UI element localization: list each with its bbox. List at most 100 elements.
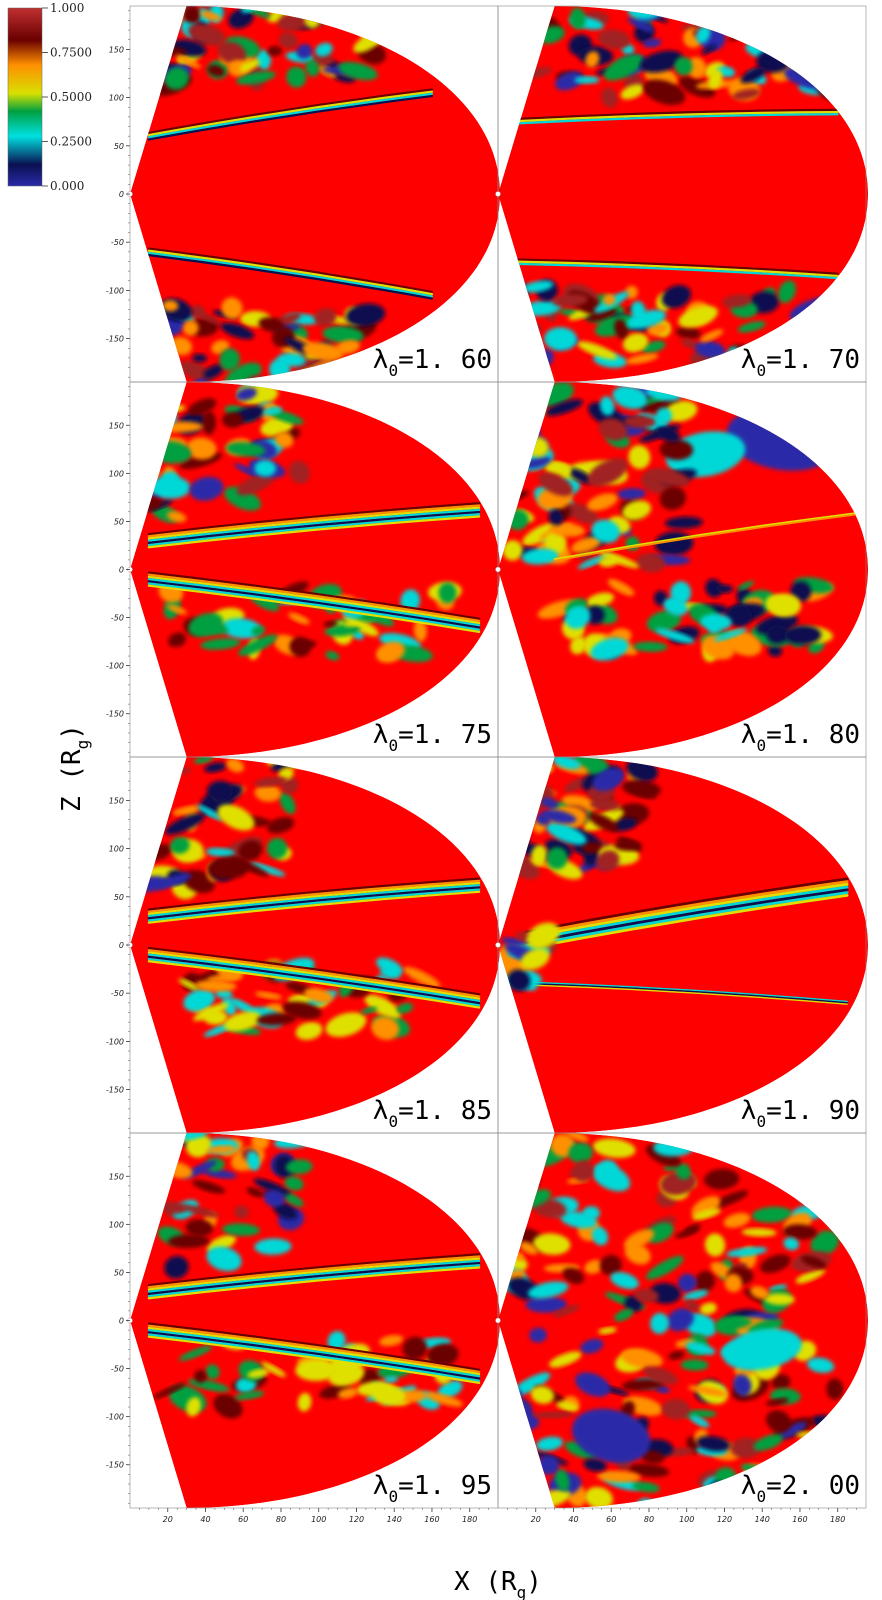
flow-feature bbox=[500, 408, 538, 433]
flow-feature bbox=[574, 76, 600, 84]
x-tick-label: 60 bbox=[606, 1515, 616, 1524]
flow-feature bbox=[279, 792, 296, 815]
flow-feature bbox=[800, 1255, 827, 1269]
flow-feature bbox=[636, 553, 666, 573]
flow-feature bbox=[661, 285, 691, 309]
flow-feature bbox=[164, 1255, 189, 1279]
flow-feature bbox=[707, 620, 721, 634]
shear-layer bbox=[147, 506, 481, 540]
shear-layer bbox=[147, 504, 481, 538]
flow-feature bbox=[599, 396, 615, 416]
shear-layer bbox=[147, 247, 434, 294]
shear-layer bbox=[147, 582, 481, 631]
x-tick-label: 140 bbox=[755, 1515, 770, 1524]
colorbar-tick-label: 0.5000 bbox=[50, 90, 92, 104]
flow-feature bbox=[663, 598, 688, 616]
flow-feature bbox=[626, 309, 666, 329]
flow-feature bbox=[622, 500, 651, 521]
flow-feature bbox=[263, 1190, 286, 1207]
panel-label: λ0=1. 60 bbox=[373, 345, 492, 380]
flow-feature bbox=[164, 813, 206, 835]
flow-feature bbox=[535, 813, 551, 826]
flow-feature bbox=[713, 628, 748, 642]
flow-feature bbox=[820, 1151, 842, 1175]
panel: λ0=1. 80 bbox=[495, 381, 868, 758]
flow-feature bbox=[512, 361, 540, 381]
flow-feature bbox=[522, 280, 554, 293]
flow-feature bbox=[338, 61, 378, 81]
flow-feature bbox=[721, 353, 738, 374]
flow-feature bbox=[718, 1317, 752, 1330]
flow-feature bbox=[529, 1327, 547, 1343]
colorbar-tick-label: 0.7500 bbox=[50, 46, 92, 60]
flow-feature bbox=[500, 340, 539, 364]
flow-feature bbox=[246, 1151, 261, 1171]
flow-feature bbox=[623, 415, 657, 429]
flow-feature bbox=[661, 1398, 691, 1420]
shear-layer bbox=[147, 1329, 481, 1378]
flow-feature bbox=[379, 1335, 404, 1347]
flow-feature bbox=[548, 509, 564, 526]
flow-feature bbox=[577, 341, 618, 360]
shear-layer bbox=[147, 879, 481, 913]
flow-feature bbox=[194, 980, 237, 992]
flow-feature bbox=[765, 1133, 793, 1148]
shear-layer bbox=[147, 249, 434, 296]
shear-layer bbox=[147, 502, 481, 536]
flow-feature bbox=[166, 511, 187, 523]
flow-feature bbox=[805, 52, 832, 71]
flow-feature bbox=[520, 948, 550, 970]
flow-feature bbox=[219, 348, 240, 371]
flow-feature bbox=[371, 1016, 400, 1040]
shear-layer bbox=[147, 1322, 481, 1371]
shear-layer bbox=[147, 571, 481, 620]
flow-feature bbox=[172, 805, 199, 816]
shear-layer bbox=[147, 254, 434, 300]
flow-feature bbox=[522, 1480, 544, 1490]
flow-feature bbox=[181, 1204, 220, 1218]
flow-feature bbox=[737, 580, 754, 591]
flow-feature bbox=[187, 398, 217, 416]
flow-feature bbox=[715, 584, 733, 594]
flow-feature bbox=[765, 1410, 792, 1433]
shear-layer bbox=[147, 1331, 481, 1380]
flow-feature bbox=[568, 468, 593, 484]
flow-feature bbox=[588, 812, 619, 832]
flow-feature bbox=[601, 87, 618, 108]
flow-feature bbox=[666, 1308, 694, 1332]
x-tick-label: 100 bbox=[679, 1515, 694, 1524]
flow-feature bbox=[659, 439, 694, 460]
flow-feature bbox=[614, 839, 642, 851]
flow-feature bbox=[255, 991, 283, 1000]
flow-feature bbox=[302, 342, 344, 361]
flow-feature bbox=[514, 403, 547, 419]
flow-feature bbox=[499, 1133, 528, 1148]
flow-feature bbox=[521, 548, 559, 565]
flow-feature bbox=[319, 369, 347, 382]
x-axis-label: X bbox=[454, 1567, 470, 1597]
flow-feature bbox=[621, 1348, 663, 1369]
flow-feature bbox=[192, 353, 207, 363]
y-axis-unit: R bbox=[57, 749, 87, 765]
y-tick-label: 50 bbox=[114, 517, 124, 526]
flow-feature bbox=[530, 1385, 555, 1404]
flow-feature bbox=[704, 1168, 740, 1190]
shear-layer bbox=[524, 891, 849, 948]
flow-feature bbox=[607, 579, 635, 596]
flow-feature bbox=[228, 8, 254, 29]
flow-feature bbox=[192, 1180, 226, 1194]
flow-feature bbox=[770, 1167, 784, 1178]
flow-feature bbox=[498, 825, 530, 848]
x-axes: 20 40 60 80 100 120 140 160 180 20 40 60 80 100 120 140… bbox=[139, 1508, 857, 1524]
flow-feature bbox=[284, 1176, 304, 1191]
flow-feature bbox=[261, 1361, 286, 1377]
shear-layer bbox=[524, 883, 849, 939]
y-tick-label: -100 bbox=[106, 286, 124, 295]
flow-feature bbox=[798, 1192, 814, 1201]
shear-layer bbox=[506, 258, 839, 275]
flow-feature bbox=[691, 1196, 721, 1218]
flow-feature bbox=[205, 1364, 220, 1380]
flow-feature bbox=[678, 305, 718, 328]
flow-feature bbox=[546, 847, 568, 870]
panel: λ0=2. 00 bbox=[495, 1132, 868, 1509]
